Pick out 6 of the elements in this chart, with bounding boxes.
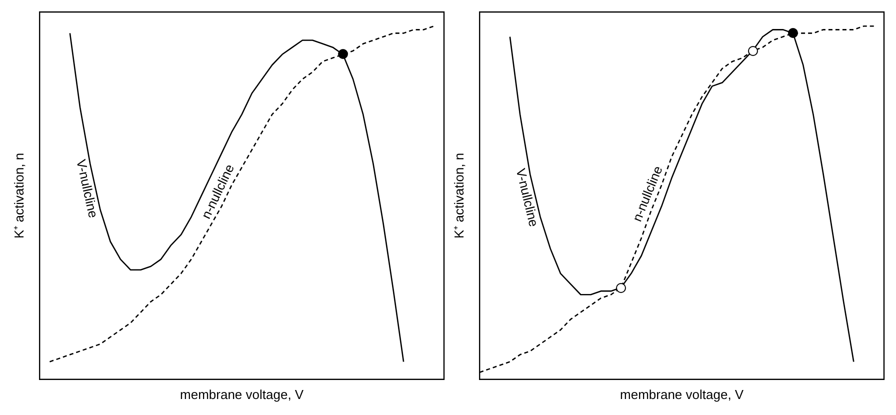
y-axis-title: K⁺ activation, n xyxy=(451,152,466,239)
x-axis-title: membrane voltage, V xyxy=(180,386,304,402)
y-axis-title: K⁺ activation, n xyxy=(11,152,26,239)
text: V-nullcline xyxy=(513,167,542,228)
text: V-nullcline xyxy=(74,158,102,220)
x-axis-title: membrane voltage, V xyxy=(620,386,744,402)
